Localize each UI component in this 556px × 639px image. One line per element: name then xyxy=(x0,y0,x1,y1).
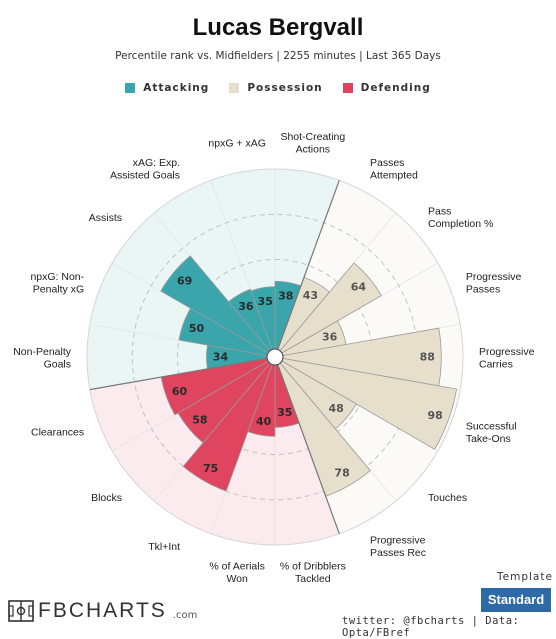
category-label: Successful Take-Ons xyxy=(466,420,517,445)
logo-suffix: .com xyxy=(172,610,198,621)
category-label: Passes Attempted xyxy=(370,157,418,182)
legend-swatch-attacking xyxy=(125,83,136,93)
value-label: 34 xyxy=(213,351,229,364)
logo-text: FBCHARTS xyxy=(38,599,167,622)
legend-item-possession: Possession xyxy=(229,82,322,94)
value-label: 69 xyxy=(177,275,192,288)
fbcharts-logo: FBCHARTS .com xyxy=(8,599,197,623)
value-label: 43 xyxy=(303,289,318,302)
category-label: Pass Completion % xyxy=(428,206,493,231)
group-separator xyxy=(276,363,340,534)
value-label: 36 xyxy=(322,331,338,344)
legend-label-possession: Possession xyxy=(247,82,323,94)
value-label: 75 xyxy=(203,462,218,475)
group-separator xyxy=(89,357,269,391)
category-label: npxG: Non-Penalty xG xyxy=(30,271,84,296)
value-label: 40 xyxy=(256,415,272,428)
category-label: % of Aerials Won xyxy=(209,560,264,585)
category-label: Blocks xyxy=(91,492,122,504)
category-label: Progressive Passes Rec xyxy=(370,535,426,560)
category-label: Non-Penalty Goals xyxy=(13,346,72,371)
template-label: Template xyxy=(497,571,553,583)
category-label: % of Dribblers Tackled xyxy=(280,560,346,585)
category-label: Shot-Creating Actions xyxy=(280,131,345,156)
category-label: npxG + xAG xyxy=(208,137,265,149)
value-label: 50 xyxy=(189,322,205,335)
pitch-icon xyxy=(8,600,34,622)
value-label: 38 xyxy=(278,290,293,303)
chart-subtitle: Percentile rank vs. Midfielders | 2255 m… xyxy=(115,50,441,62)
legend-label-attacking: Attacking xyxy=(143,82,210,94)
category-label: Tkl+Int xyxy=(148,541,180,553)
legend-swatch-possession xyxy=(229,83,240,93)
value-label: 64 xyxy=(351,281,367,294)
legend-item-defending: Defending xyxy=(342,82,431,94)
value-label: 98 xyxy=(427,409,442,422)
value-label: 35 xyxy=(258,295,273,308)
category-label: Progressive Carries xyxy=(479,346,535,371)
credits: twitter: @fbcharts | Data: Opta/FBref xyxy=(342,615,520,639)
category-label: Clearances xyxy=(31,427,84,439)
value-label: 48 xyxy=(329,402,344,415)
category-label: Touches xyxy=(428,492,467,504)
value-label: 58 xyxy=(192,413,207,426)
chart-title: Lucas Bergvall xyxy=(192,14,364,41)
value-label: 88 xyxy=(420,351,435,364)
value-label: 78 xyxy=(334,467,349,480)
center-hub xyxy=(266,348,284,366)
legend-label-defending: Defending xyxy=(360,82,431,94)
category-label: xAG: Exp. Assisted Goals xyxy=(110,157,180,182)
outer-ring xyxy=(86,168,464,546)
legend: Attacking Possession Defending xyxy=(0,82,556,94)
value-label: 35 xyxy=(277,406,292,419)
group-separator xyxy=(276,180,340,351)
category-label: Progressive Passes xyxy=(466,271,522,296)
value-label: 36 xyxy=(238,300,254,313)
template-button[interactable]: Standard xyxy=(481,588,551,612)
category-label: Assists xyxy=(89,212,122,224)
value-label: 60 xyxy=(172,385,188,398)
legend-item-attacking: Attacking xyxy=(125,82,209,94)
legend-swatch-defending xyxy=(342,83,353,93)
